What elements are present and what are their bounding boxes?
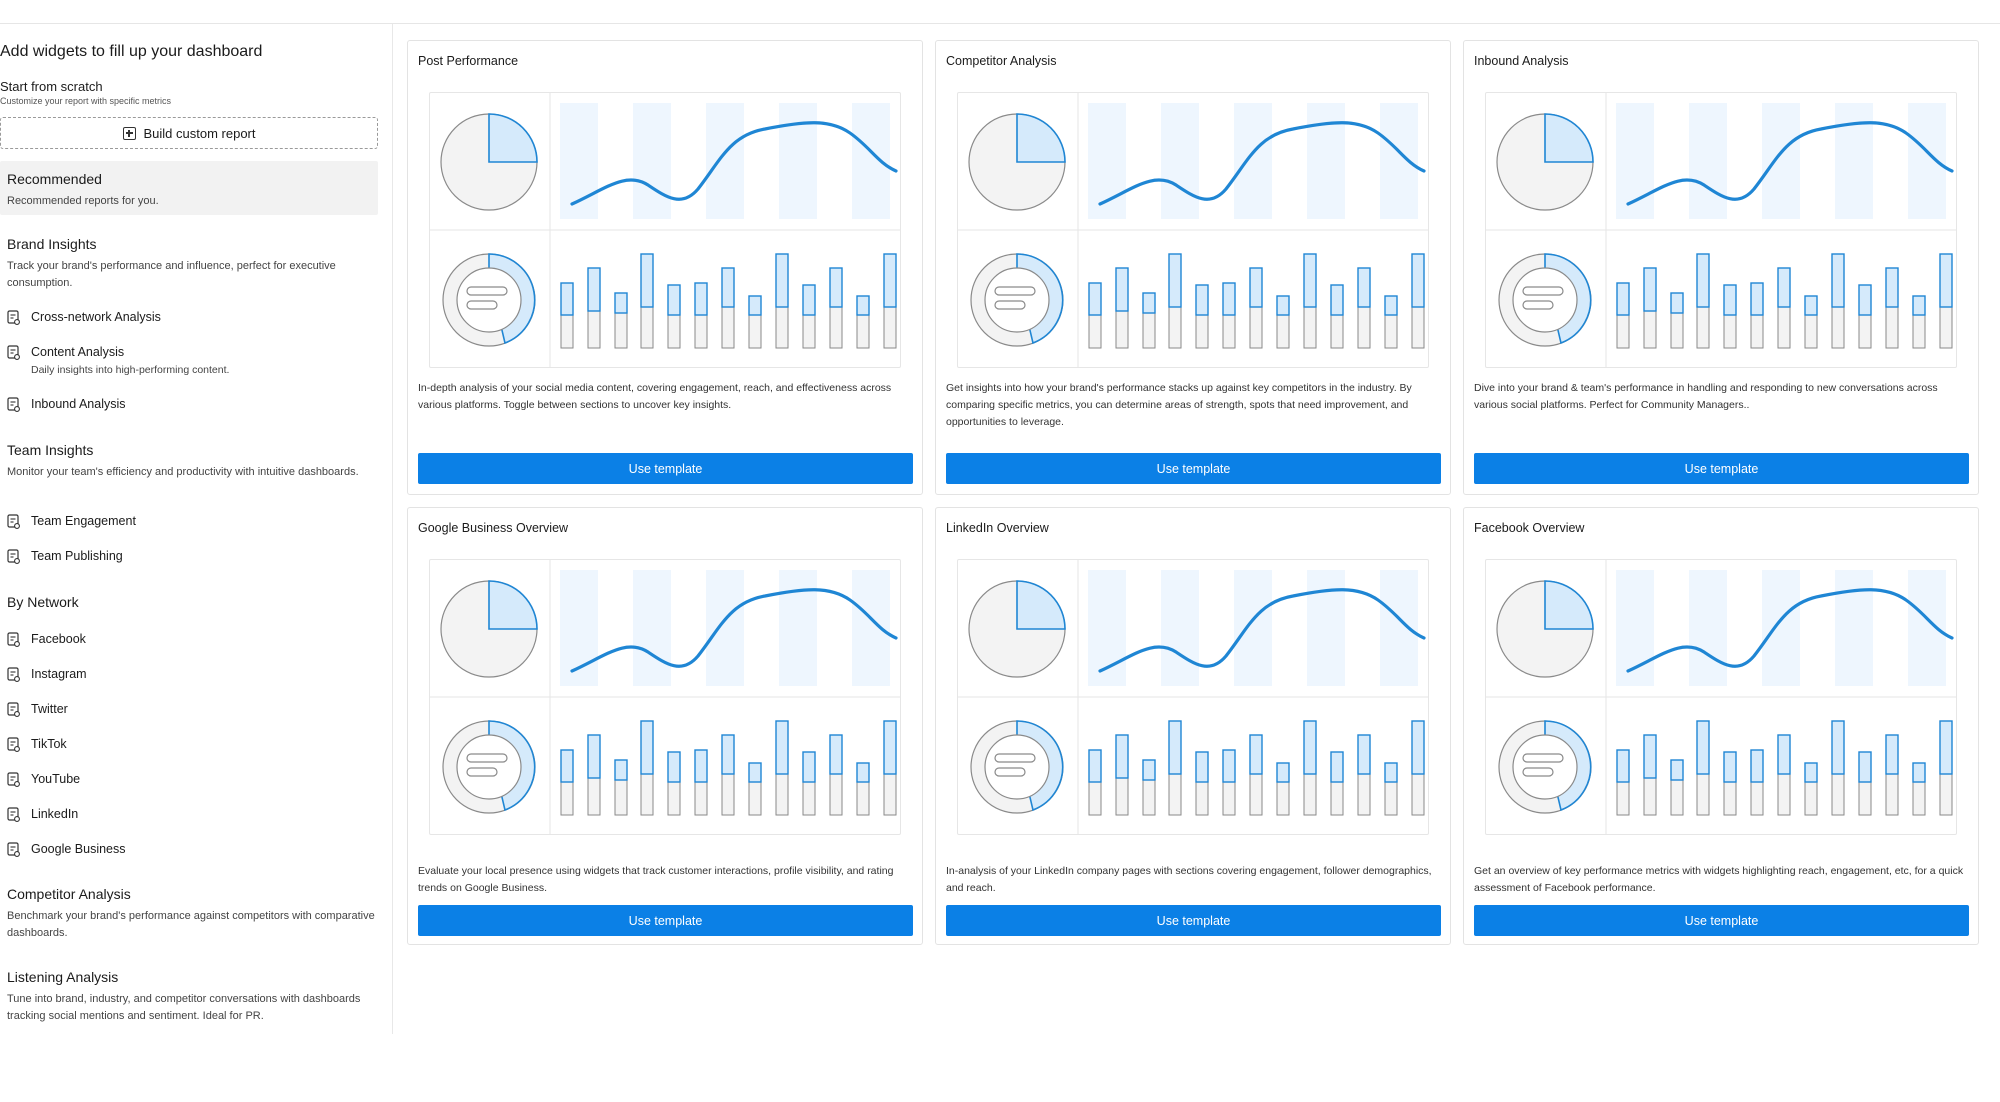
use-template-button[interactable]: Use template <box>418 453 913 484</box>
card-title: LinkedIn Overview <box>946 521 1049 535</box>
card-title: Competitor Analysis <box>946 54 1057 68</box>
template-preview-illustration <box>429 559 901 835</box>
report-icon <box>7 806 20 822</box>
card-description: Evaluate your local presence using widge… <box>418 865 894 894</box>
nav-label: YouTube <box>31 772 81 786</box>
report-icon <box>7 309 20 325</box>
card-title: Google Business Overview <box>418 521 569 535</box>
sidebar-item-facebook[interactable]: Facebook <box>7 629 86 649</box>
sidebar-item-youtube[interactable]: YouTube <box>7 769 80 789</box>
build-custom-report-label: Build custom report <box>143 125 256 141</box>
category-title: Listening Analysis <box>7 969 119 985</box>
category-listening-analysis[interactable]: Listening Analysis Tune into brand, indu… <box>7 969 377 1025</box>
nav-label: Twitter <box>31 702 68 716</box>
category-title: By Network <box>7 594 79 610</box>
report-icon <box>7 344 20 360</box>
category-title: Competitor Analysis <box>7 886 131 902</box>
category-team-insights[interactable]: Team Insights Monitor your team's effici… <box>7 442 377 481</box>
template-preview-illustration <box>957 92 1429 368</box>
report-icon <box>7 548 20 564</box>
use-template-button[interactable]: Use template <box>418 905 913 936</box>
report-icon <box>7 841 20 857</box>
content-analysis-subtitle: Daily insights into high-performing cont… <box>31 364 230 376</box>
nav-label: TikTok <box>31 737 67 751</box>
sidebar-item-team-publishing[interactable]: Team Publishing <box>7 546 123 566</box>
nav-label: LinkedIn <box>31 807 79 821</box>
report-icon <box>7 666 20 682</box>
sidebar-item-linkedin[interactable]: LinkedIn <box>7 804 78 824</box>
nav-label: Inbound Analysis <box>31 397 126 411</box>
build-custom-report-button[interactable]: Build custom report <box>0 117 378 149</box>
report-icon <box>7 771 20 787</box>
category-title: Brand Insights <box>7 236 97 252</box>
template-preview-illustration <box>1485 92 1957 368</box>
template-card-facebook-overview: Facebook Overview Get an overview of key … <box>1463 507 1979 945</box>
template-card-google-business-overview: Google Business Overview Evaluate your lo… <box>407 507 923 945</box>
plus-square-icon <box>122 126 136 140</box>
report-icon <box>7 736 20 752</box>
category-description: Benchmark your brand's performance again… <box>7 910 375 939</box>
nav-label: Google Business <box>31 842 126 856</box>
nav-label: Facebook <box>31 632 86 646</box>
card-description: Get an overview of key performance metri… <box>1474 865 1964 894</box>
card-description: In-depth analysis of your social media c… <box>418 382 892 411</box>
template-preview-illustration <box>957 559 1429 835</box>
sidebar-item-tiktok[interactable]: TikTok <box>7 734 67 754</box>
card-description: In-analysis of your LinkedIn company pag… <box>946 865 1432 894</box>
nav-label: Content Analysis <box>31 345 125 359</box>
report-icon <box>7 513 20 529</box>
card-title: Facebook Overview <box>1474 521 1585 535</box>
report-icon <box>7 631 20 647</box>
card-description: Get insights into how your brand's perfo… <box>946 382 1412 428</box>
sidebar-item-twitter[interactable]: Twitter <box>7 699 68 719</box>
nav-label: Team Publishing <box>31 549 123 563</box>
use-template-button[interactable]: Use template <box>946 905 1441 936</box>
sidebar-item-recommended[interactable]: Recommended Recommended reports for you. <box>0 161 378 215</box>
template-card-inbound-analysis: Inbound Analysis Dive into your brand & t… <box>1463 40 1979 495</box>
sidebar-item-cross-network-analysis[interactable]: Cross-network Analysis <box>7 307 161 327</box>
nav-label: Team Engagement <box>31 514 136 528</box>
template-preview-illustration <box>1485 559 1957 835</box>
use-template-button[interactable]: Use template <box>1474 453 1969 484</box>
category-competitor-analysis[interactable]: Competitor Analysis Benchmark your brand… <box>7 886 377 942</box>
template-card-linkedin-overview: LinkedIn Overview In-analysis of your Lin… <box>935 507 1451 945</box>
sidebar-item-content-analysis[interactable]: Content Analysis <box>7 342 124 362</box>
sidebar: Add widgets to fill up your dashboard St… <box>0 24 393 1034</box>
start-from-scratch-subtitle: Customize your report with specific metr… <box>0 96 172 106</box>
top-bar <box>0 0 2000 24</box>
category-brand-insights[interactable]: Brand Insights Track your brand's perfor… <box>7 236 377 292</box>
template-preview-illustration <box>429 92 901 368</box>
report-icon <box>7 701 20 717</box>
template-card-post-performance: Post Performance In-depth analysis of you… <box>407 40 923 495</box>
category-by-network[interactable]: By Network <box>7 594 377 610</box>
sidebar-item-instagram[interactable]: Instagram <box>7 664 87 684</box>
card-description: Dive into your brand & team's performanc… <box>1474 382 1938 411</box>
sidebar-item-team-engagement[interactable]: Team Engagement <box>7 511 136 531</box>
category-description: Tune into brand, industry, and competito… <box>7 993 361 1022</box>
template-card-competitor-analysis: Competitor Analysis Get insights into how… <box>935 40 1451 495</box>
category-title: Team Insights <box>7 442 94 458</box>
sidebar-item-google-business[interactable]: Google Business <box>7 839 126 859</box>
card-title: Inbound Analysis <box>1474 54 1569 68</box>
report-icon <box>7 396 20 412</box>
start-from-scratch-title: Start from scratch <box>0 79 103 94</box>
recommended-title: Recommended <box>7 171 102 187</box>
use-template-button[interactable]: Use template <box>1474 905 1969 936</box>
category-description: Track your brand's performance and influ… <box>7 260 336 289</box>
recommended-subtitle: Recommended reports for you. <box>7 195 159 207</box>
category-description: Monitor your team's efficiency and produ… <box>7 466 359 478</box>
sidebar-item-inbound-analysis[interactable]: Inbound Analysis <box>7 394 126 414</box>
nav-label: Cross-network Analysis <box>31 310 161 324</box>
nav-label: Instagram <box>31 667 87 681</box>
use-template-button[interactable]: Use template <box>946 453 1441 484</box>
card-title: Post Performance <box>418 54 519 68</box>
sidebar-heading: Add widgets to fill up your dashboard <box>0 43 263 60</box>
